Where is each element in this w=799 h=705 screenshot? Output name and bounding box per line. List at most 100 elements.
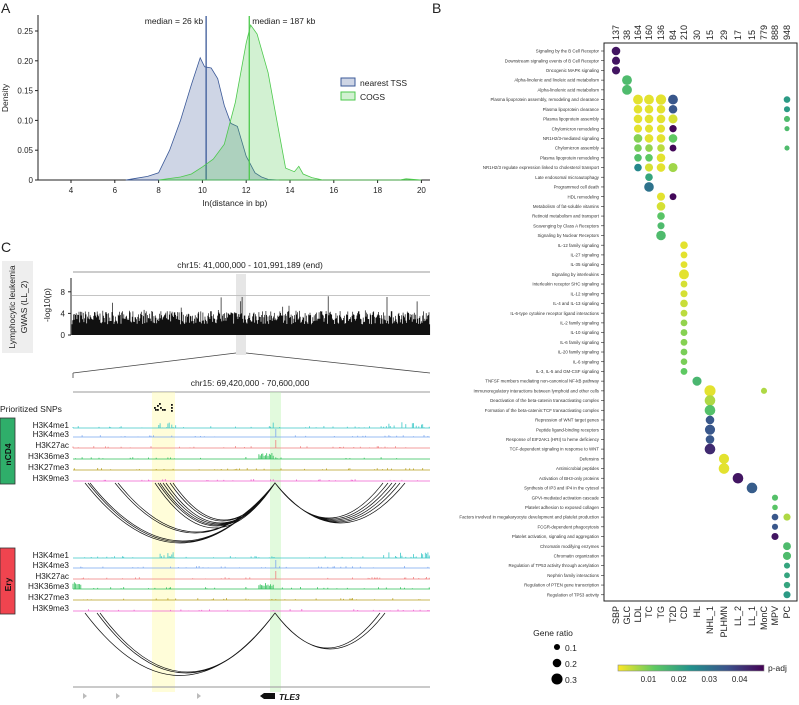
enrichment-dot: [634, 154, 642, 162]
enrichment-dot: [680, 368, 688, 375]
pathway-label: Programmed cell death: [554, 185, 600, 190]
x-tick-label: 8: [156, 186, 161, 195]
pathway-label: Platelet adhesion to exposed collagen: [525, 505, 600, 510]
track-label: H3K4me3: [33, 561, 70, 570]
pathway-label: Defensins: [579, 456, 599, 461]
enrichment-dot: [680, 299, 688, 308]
track-label: H3K27ac: [35, 572, 69, 581]
enrichment-dot: [784, 572, 790, 579]
pathway-label: Immunoregulatory interactions between ly…: [474, 388, 600, 393]
enrichment-dot: [704, 404, 716, 416]
pathway-label: FCGR-dependent phagocytosis: [537, 524, 599, 529]
enrichment-dot: [656, 124, 666, 133]
density-plot: 4 6 8 10 12 14 16 18 20 0 0.05 0.10 0.15 0.20 0.25 ln(d…: [0, 15, 430, 208]
enrichment-dot: [622, 84, 632, 95]
track-label: H3K36me3: [28, 452, 69, 461]
y-tick-label: 0.20: [17, 57, 33, 66]
pathway-label: Response of EIF2AK1 (HRI) to heme defici…: [506, 437, 600, 442]
y-tick-label: 0.05: [17, 146, 33, 155]
snp-marker: [171, 410, 173, 412]
enrichment-dot: [633, 94, 643, 105]
enrichment-dot: [644, 163, 654, 172]
trait-count: 210: [679, 25, 689, 40]
enrichment-dot: [718, 463, 730, 474]
trait-count: 17: [733, 30, 743, 40]
enrichment-dot: [634, 144, 642, 152]
pathway-label: IL-4 and IL-13 signaling: [553, 301, 599, 306]
track-label: H3K4me1: [33, 421, 70, 430]
trait-label: PC: [782, 606, 792, 619]
enrichment-dot: [633, 134, 643, 143]
track-label: H3K36me3: [28, 582, 69, 591]
enrichment-dot: [655, 94, 667, 105]
density-area-0: [125, 56, 280, 181]
pathway-label: Alpha-linolenic acid metabolism: [538, 87, 600, 92]
enrichment-dot: [772, 504, 778, 511]
gwas-label-box: [2, 261, 33, 353]
legend-label-0: nearest TSS: [360, 78, 407, 88]
pathway-label: Formation of the beta-catenin:TCF transa…: [485, 408, 600, 413]
gwas-y-label: -log10(p): [42, 288, 52, 322]
median-label-1: median = 187 kb: [252, 16, 315, 26]
enrichment-dot: [680, 358, 688, 366]
trait-count: 137: [611, 25, 621, 40]
enrichment-dot: [656, 114, 666, 124]
pathway-label: Deactivation of the beta-catenin transac…: [490, 398, 600, 403]
trait-label: MonC: [759, 606, 769, 631]
track-label: H3K27me3: [28, 593, 69, 602]
trait-count: 948: [782, 25, 792, 40]
track-label: H3K27me3: [28, 463, 69, 472]
x-tick-label: 4: [69, 186, 74, 195]
signal-track: [73, 468, 430, 471]
enrichment-dot: [656, 104, 666, 114]
enrichment-dot: [644, 94, 654, 105]
enrichment-dot: [622, 75, 632, 86]
pathway-label: Signaling by interleukins: [552, 272, 600, 277]
gwas-region-title: chr15: 41,000,000 - 101,991,189 (end): [177, 260, 323, 270]
enrichment-dot: [644, 104, 654, 114]
enrichment-dot: [680, 241, 688, 249]
enrichment-dot: [644, 114, 654, 124]
signal-track: [73, 609, 430, 612]
gene-label: TLE3: [279, 692, 300, 702]
pathway-label: IL-6 signaling: [573, 359, 600, 364]
enrichment-dot: [611, 46, 621, 56]
snp-marker: [157, 405, 159, 407]
enrichment-dot: [668, 114, 678, 124]
enrichment-dot: [783, 115, 791, 123]
y-tick-label: 0: [29, 176, 34, 185]
pathway-label: IL-10 signaling: [570, 330, 599, 335]
enrichment-dot: [680, 290, 688, 298]
pathway-label: Chromatin modifying enzymes: [540, 544, 600, 549]
enrichment-dot: [718, 453, 730, 464]
track-label: H3K9me3: [33, 474, 70, 483]
trait-label: NHL_1: [705, 606, 715, 634]
trait-label: SBP: [611, 606, 621, 624]
pathway-label: IL-6-type cytokine receptor ligand inter…: [510, 311, 599, 316]
snp-marker: [171, 404, 173, 406]
size-legend-dot: [553, 643, 561, 651]
pathway-label: GPVI-mediated activation cascade: [532, 495, 600, 500]
signal-track: [73, 571, 430, 580]
pathway-label: Activation of BH3-only proteins: [539, 476, 600, 481]
snp-marker: [160, 407, 162, 409]
enrichment-dot: [645, 144, 653, 152]
enrichment-dot: [657, 212, 665, 220]
snp-marker: [171, 407, 173, 409]
snp-marker: [155, 409, 157, 411]
enrichment-dot: [669, 144, 677, 152]
size-legend-dot: [552, 658, 562, 668]
manhattan-points: [71, 296, 431, 335]
pathway-label: Plasma lipoprotein remodeling: [540, 155, 600, 160]
signal-track: [73, 429, 430, 438]
colorbar-tick-label: 0.01: [641, 675, 657, 684]
enrichment-dot: [680, 348, 688, 356]
pathway-label: Alpha-linolenic and linoleic acid metabo…: [514, 78, 599, 83]
enrichment-dot: [633, 114, 643, 124]
trait-label: GLC: [622, 606, 632, 625]
enrichment-dot: [680, 338, 688, 346]
enrichment-dot: [679, 269, 689, 280]
gwas-y-tick-label: 4: [61, 309, 66, 318]
pathway-label: Late endosomal microautophagy: [535, 175, 600, 180]
